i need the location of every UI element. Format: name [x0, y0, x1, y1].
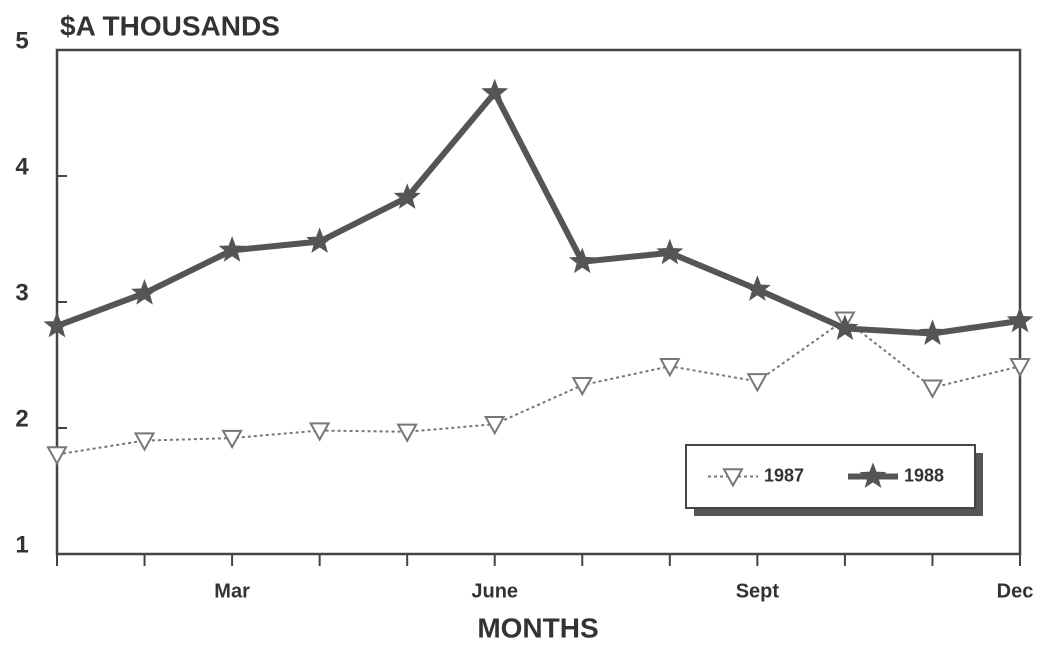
star-marker: [568, 247, 596, 274]
series-line: [55, 87, 1021, 337]
y-tick-label: 1: [15, 531, 28, 558]
triangle-marker: [1009, 358, 1031, 378]
x-tick-label: Sept: [736, 580, 780, 602]
y-tick-label: 2: [15, 405, 28, 432]
chart-title: $A THOUSANDS: [60, 10, 280, 41]
triangle-marker: [133, 432, 156, 452]
x-tick-label: Dec: [997, 580, 1034, 602]
y-tick-label: 3: [15, 279, 28, 306]
triangle-marker: [46, 446, 68, 466]
triangle-marker: [659, 358, 681, 378]
star-marker: [393, 183, 421, 209]
x-tick-label: June: [471, 580, 518, 602]
triangle-marker: [221, 429, 243, 450]
triangle-marker: [571, 376, 593, 397]
triangle-marker: [308, 422, 331, 442]
legend-label: 1987: [764, 465, 804, 485]
triangle-marker: [921, 379, 944, 399]
x-axis-label: MONTHS: [477, 612, 598, 643]
star-marker: [859, 462, 887, 488]
y-tick-label: 5: [15, 27, 28, 54]
star-marker: [218, 236, 246, 262]
triangle-marker: [484, 416, 506, 436]
triangle-marker: [746, 373, 769, 393]
series-line: [56, 318, 1021, 456]
star-marker: [831, 314, 859, 340]
x-tick-label: Mar: [214, 580, 250, 602]
star-marker: [918, 319, 946, 345]
y-tick-label: 4: [15, 153, 29, 180]
star-marker: [306, 227, 334, 253]
star-marker: [481, 78, 509, 105]
triangle-marker: [722, 468, 744, 488]
legend-label: 1988: [904, 465, 944, 485]
triangle-marker: [396, 423, 418, 443]
star-marker: [743, 275, 771, 301]
star-marker: [131, 279, 159, 305]
star-marker: [1006, 306, 1034, 333]
star-marker: [656, 238, 684, 265]
star-marker: [43, 311, 71, 338]
